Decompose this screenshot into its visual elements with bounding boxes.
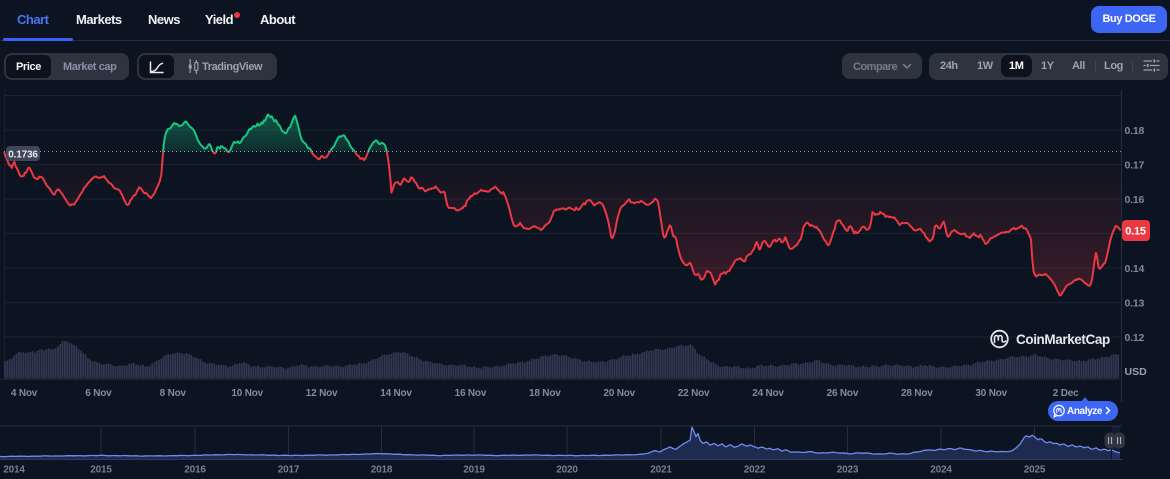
svg-text:2018: 2018 [371, 465, 393, 476]
svg-text:24 Nov: 24 Nov [752, 388, 784, 399]
svg-text:30 Nov: 30 Nov [975, 388, 1007, 399]
svg-text:0.18: 0.18 [1125, 125, 1145, 137]
svg-text:12 Nov: 12 Nov [306, 388, 338, 399]
svg-text:2016: 2016 [184, 465, 206, 476]
svg-text:USD: USD [1125, 366, 1148, 378]
svg-text:18 Nov: 18 Nov [529, 388, 561, 399]
svg-text:28 Nov: 28 Nov [901, 388, 933, 399]
svg-text:0.16: 0.16 [1125, 194, 1145, 206]
svg-text:22 Nov: 22 Nov [678, 388, 710, 399]
svg-text:2021: 2021 [650, 465, 672, 476]
svg-text:2024: 2024 [930, 465, 952, 476]
svg-text:2020: 2020 [556, 465, 578, 476]
svg-text:2017: 2017 [278, 465, 300, 476]
svg-text:4 Nov: 4 Nov [11, 388, 38, 399]
svg-text:26 Nov: 26 Nov [827, 388, 859, 399]
svg-text:2022: 2022 [744, 465, 766, 476]
svg-text:20 Nov: 20 Nov [603, 388, 635, 399]
svg-text:0.12: 0.12 [1125, 332, 1145, 344]
svg-text:2025: 2025 [1024, 465, 1046, 476]
svg-text:2014: 2014 [3, 465, 25, 476]
svg-text:0.13: 0.13 [1125, 298, 1145, 310]
svg-text:0.1736: 0.1736 [8, 149, 38, 160]
svg-text:10 Nov: 10 Nov [231, 388, 263, 399]
svg-text:2015: 2015 [90, 465, 112, 476]
svg-text:16 Nov: 16 Nov [455, 388, 487, 399]
svg-text:CoinMarketCap: CoinMarketCap [1016, 332, 1110, 347]
svg-text:2019: 2019 [463, 465, 485, 476]
svg-text:0.15: 0.15 [1125, 226, 1146, 238]
svg-text:0.17: 0.17 [1125, 160, 1145, 172]
svg-text:0.14: 0.14 [1125, 263, 1145, 275]
svg-text:14 Nov: 14 Nov [380, 388, 412, 399]
svg-text:2023: 2023 [837, 465, 859, 476]
svg-text:2 Dec: 2 Dec [1053, 388, 1079, 399]
svg-text:6 Nov: 6 Nov [85, 388, 112, 399]
svg-text:8 Nov: 8 Nov [160, 388, 187, 399]
